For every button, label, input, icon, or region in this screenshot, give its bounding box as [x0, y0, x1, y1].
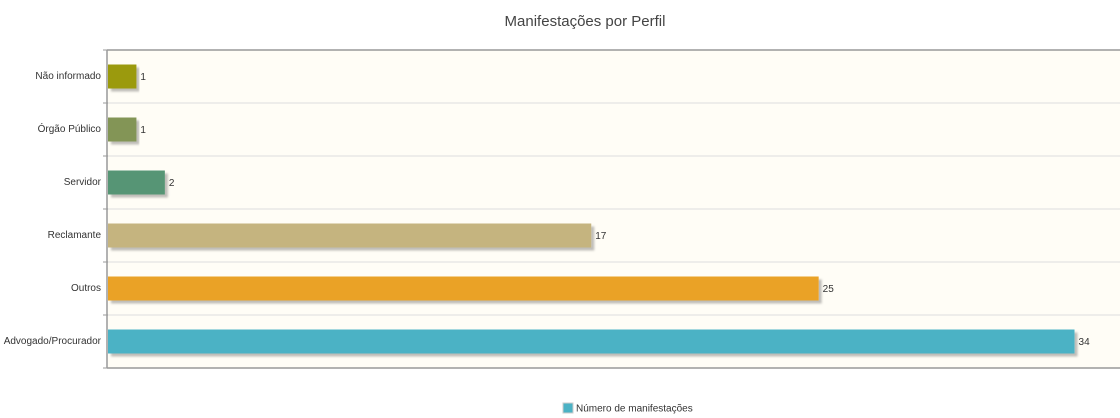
data-label: 17	[595, 231, 607, 242]
bar	[108, 223, 592, 248]
y-tick-label: Órgão Público	[38, 122, 102, 135]
data-label: 1	[140, 125, 146, 136]
bar	[108, 276, 819, 301]
data-label: 34	[1079, 337, 1091, 348]
legend-swatch	[562, 402, 574, 414]
data-label: 1	[140, 72, 146, 83]
bar	[108, 117, 137, 142]
bar	[108, 64, 137, 89]
bar	[108, 170, 165, 195]
data-label: 2	[169, 178, 175, 189]
y-tick-label: Não informado	[35, 71, 101, 82]
y-tick-label: Advogado/Procurador	[4, 336, 102, 347]
y-tick-label: Reclamante	[48, 230, 102, 241]
data-label: 25	[823, 284, 835, 295]
legend-label: Número de manifestações	[576, 404, 693, 415]
bar	[108, 329, 1075, 354]
chart-title: Manifestações por Perfil	[505, 13, 666, 30]
y-tick-label: Servidor	[64, 177, 102, 188]
y-tick-label: Outros	[71, 283, 101, 294]
